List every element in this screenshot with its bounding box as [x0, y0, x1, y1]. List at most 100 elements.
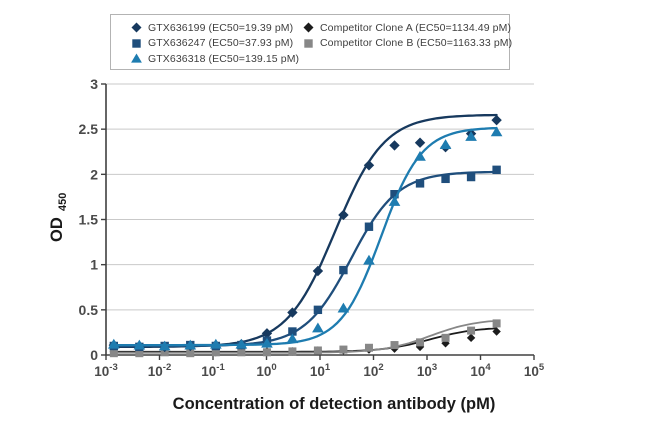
legend-label: GTX636199 (EC50=19.39 pM): [148, 21, 294, 34]
triangle-data-marker: [388, 196, 401, 206]
square-data-marker: [262, 348, 271, 357]
triangle-data-marker: [158, 340, 171, 351]
legend-label: GTX636318 (EC50=139.15 pM): [148, 52, 300, 65]
triangle-data-marker: [286, 333, 299, 344]
series-GTX636318: [107, 126, 503, 351]
legend-column-1: GTX636199 (EC50=19.39 pM) GTX636247 (EC50…: [131, 20, 299, 67]
triangle-data-marker: [131, 53, 142, 63]
triangle-data-marker: [465, 130, 477, 141]
square-data-marker: [313, 346, 322, 355]
diamond-data-marker: [261, 328, 273, 339]
square-data-marker: [364, 343, 373, 352]
x-tick-label: 105: [524, 362, 545, 379]
triangle-data-marker: [490, 126, 503, 137]
triangle-data-marker: [337, 302, 350, 313]
square-data-marker: [339, 265, 348, 275]
x-tick-label: 104: [470, 362, 491, 379]
square-data-marker: [160, 348, 169, 357]
series-GTX636199: [108, 113, 502, 353]
square-data-marker: [339, 345, 348, 354]
square-data-marker: [132, 39, 141, 48]
square-data-marker: [390, 190, 399, 199]
legend-label: GTX636247 (EC50=37.93 pM): [148, 37, 294, 50]
series-GTX636247: [109, 165, 501, 352]
square-data-marker: [416, 338, 425, 347]
square-data-marker: [135, 349, 144, 358]
x-tick-label: 103: [417, 362, 437, 379]
diamond-data-marker: [491, 114, 502, 126]
square-marker-icon: [132, 39, 141, 48]
legend-item: Competitor Clone B (EC50=1163.33 pM): [303, 36, 512, 52]
triangle-data-marker: [363, 254, 375, 265]
fit-curve-GTX636318: [112, 126, 498, 347]
triangle-data-marker: [312, 322, 324, 333]
triangle-data-marker: [439, 139, 452, 149]
legend-box: GTX636199 (EC50=19.39 pM) GTX636247 (EC50…: [110, 14, 512, 70]
triangle-data-marker: [235, 338, 248, 349]
diamond-data-marker: [389, 140, 400, 151]
x-tick-label: 101: [310, 362, 331, 379]
x-tick-label: 10-3: [94, 362, 117, 379]
fit-curve-GTX636247: [112, 170, 498, 348]
square-data-marker: [109, 349, 118, 358]
x-tick-label: 100: [256, 362, 276, 379]
triangle-data-marker: [210, 338, 222, 349]
diamond-data-marker: [287, 307, 298, 318]
square-data-marker: [415, 179, 425, 188]
square-data-marker: [467, 326, 476, 335]
square-data-marker: [492, 319, 501, 328]
y-tick-label: 3: [90, 76, 98, 92]
square-data-marker: [492, 165, 501, 175]
square-data-marker: [304, 39, 313, 48]
triangle-data-marker: [184, 339, 197, 350]
legend-column-2: Competitor Clone A (EC50=1134.49 pM) Comp…: [303, 20, 512, 51]
y-tick-label: 2: [90, 166, 98, 182]
diamond-data-marker: [338, 209, 349, 221]
x-axis-title: Concentration of detection antibody (pM): [173, 395, 496, 413]
legend-item: GTX636318 (EC50=139.15 pM): [131, 51, 299, 67]
diamond-data-marker: [312, 265, 324, 277]
diamond-data-marker: [466, 333, 476, 343]
triangle-marker-icon: [131, 53, 142, 63]
diamond-marker-icon: [303, 22, 314, 33]
square-data-marker: [211, 348, 220, 357]
y-axis-title-subscript: 450: [57, 193, 69, 211]
y-axis-title: OD: [48, 217, 66, 242]
diamond-data-marker: [363, 160, 375, 171]
x-tick-label: 10-2: [148, 362, 171, 379]
fit-curve-Competitor-Clone-B: [112, 319, 498, 354]
diamond-data-marker: [492, 327, 501, 336]
square-data-marker: [288, 347, 297, 356]
legend-item: GTX636247 (EC50=37.93 pM): [131, 36, 299, 52]
square-data-marker: [313, 305, 323, 315]
diamond-data-marker: [131, 22, 142, 33]
gridlines: [106, 83, 534, 311]
y-tick-label: 1.5: [79, 212, 99, 228]
square-data-marker: [288, 327, 297, 336]
diamond-marker-icon: [131, 22, 142, 33]
square-data-marker: [186, 349, 195, 358]
square-data-marker: [237, 348, 246, 357]
square-data-marker: [364, 222, 374, 231]
triangle-data-marker: [414, 150, 426, 161]
triangle-data-marker: [107, 338, 120, 349]
square-marker-icon: [304, 39, 313, 48]
triangle-data-marker: [133, 339, 146, 350]
x-tick-label: 102: [363, 362, 383, 379]
diamond-data-marker: [303, 22, 314, 33]
y-tick-label: 0.5: [79, 302, 99, 318]
legend-item: GTX636199 (EC50=19.39 pM): [131, 20, 299, 36]
y-tick-label: 0: [90, 347, 98, 363]
square-data-marker: [441, 174, 450, 184]
triangle-data-marker: [261, 337, 273, 348]
legend-label: Competitor Clone A (EC50=1134.49 pM): [320, 21, 512, 34]
diamond-data-marker: [414, 137, 426, 148]
legend-item: Competitor Clone A (EC50=1134.49 pM): [303, 20, 512, 36]
y-tick-label: 2.5: [79, 121, 99, 137]
square-data-marker: [441, 333, 450, 342]
axes: 0 0.5 1 1.5 2 2.5 3 10-3 10-2 10-1 100 101 102 103 104…: [79, 76, 545, 379]
fit-curve-GTX636199: [112, 113, 498, 348]
square-data-marker: [390, 341, 399, 350]
